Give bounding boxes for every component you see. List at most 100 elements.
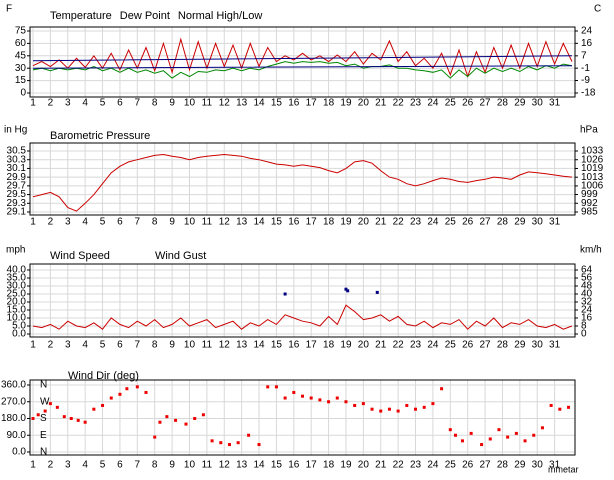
data-point: [396, 409, 400, 413]
data-point: [165, 415, 169, 419]
x-tick-label: 11: [202, 460, 213, 471]
y-tick-label: 20.0: [7, 297, 27, 308]
x-tick-label: 6: [117, 217, 123, 228]
data-point: [69, 417, 73, 420]
x-tick-label: 24: [427, 460, 439, 471]
y2-tick-label: -9: [581, 75, 590, 86]
y-tick-label: 360.0: [1, 380, 26, 391]
data-point: [480, 443, 484, 447]
x-tick-label: 21: [375, 217, 387, 228]
series-line: [32, 55, 573, 69]
x-tick-label: 31: [549, 217, 561, 228]
y-tick-label: 270.0: [1, 396, 26, 407]
x-tick-label: 31: [549, 98, 561, 109]
data-point: [101, 403, 105, 407]
data-point: [497, 428, 501, 432]
data-point: [549, 403, 553, 407]
y-tick-label: 10.0: [7, 313, 27, 324]
x-tick-label: 8: [152, 217, 158, 228]
data-point: [135, 385, 139, 389]
x-tick-label: 23: [410, 98, 422, 109]
x-tick-label: 15: [271, 340, 283, 351]
y2-tick-label: 64: [581, 265, 593, 276]
data-point: [344, 287, 348, 291]
x-tick-label: 13: [236, 217, 248, 228]
y2-tick-label: 1033: [581, 146, 604, 157]
y-tick-label: 0.0: [12, 329, 26, 340]
x-tick-label: 13: [236, 340, 248, 351]
x-tick-label: 30: [532, 460, 544, 471]
data-point: [236, 441, 240, 445]
x-tick-label: 17: [306, 98, 318, 109]
y2-axis-unit: hPa: [580, 125, 598, 136]
data-point: [488, 437, 492, 441]
x-tick-label: 25: [445, 340, 457, 351]
y-tick-label: 60: [15, 38, 27, 49]
legend-entry: Dew Point: [120, 10, 170, 22]
y2-tick-label: 16: [581, 38, 593, 49]
x-tick-label: 3: [65, 98, 71, 109]
x-tick-label: 16: [288, 98, 300, 109]
compass-label: N: [40, 380, 47, 391]
x-tick-label: 14: [253, 98, 265, 109]
y2-tick-label: 32: [581, 297, 593, 308]
x-tick-label: 5: [100, 340, 106, 351]
x-tick-label: 27: [480, 460, 492, 471]
y2-tick-label: 1006: [581, 181, 604, 192]
x-tick-label: 24: [427, 340, 439, 351]
data-point: [440, 387, 444, 391]
data-point: [454, 433, 458, 437]
data-point: [346, 289, 350, 293]
y-axis-unit: in Hg: [4, 125, 27, 136]
data-point: [309, 396, 313, 400]
x-tick-label: 26: [462, 340, 474, 351]
x-tick-label: 26: [462, 217, 474, 228]
x-tick-label: 8: [152, 460, 158, 471]
y-tick-label: 90.0: [7, 430, 27, 441]
x-tick-label: 3: [65, 217, 71, 228]
data-point: [292, 390, 296, 394]
x-tick-label: 30: [532, 340, 544, 351]
data-point: [125, 387, 129, 391]
x-tick-label: 25: [445, 460, 457, 471]
data-point: [532, 433, 536, 437]
data-point: [353, 403, 357, 407]
x-tick-label: 20: [358, 460, 370, 471]
x-tick-label: 15: [271, 460, 283, 471]
x-tick-label: 7: [135, 98, 141, 109]
x-tick-label: 11: [202, 217, 213, 228]
x-tick-label: 19: [340, 340, 352, 351]
x-tick-label: 17: [306, 340, 318, 351]
x-tick-label: 13: [236, 98, 248, 109]
data-point: [422, 405, 426, 409]
x-tick-label: 5: [100, 217, 106, 228]
series-line: [32, 61, 573, 79]
y-axis-unit: F: [6, 4, 12, 15]
y-tick-label: 29.7: [7, 180, 27, 191]
plot-frame: [29, 142, 576, 216]
y-tick-label: 29.9: [7, 172, 27, 183]
data-point: [174, 418, 178, 422]
x-tick-label: 18: [323, 340, 335, 351]
x-tick-label: 24: [427, 98, 439, 109]
y-tick-label: 35.0: [7, 273, 27, 284]
x-tick-label: 12: [219, 217, 231, 228]
data-point: [210, 439, 214, 443]
x-tick-label: 22: [393, 460, 405, 471]
x-tick-label: 6: [117, 460, 123, 471]
x-tick-label: 29: [514, 340, 526, 351]
x-tick-label: 5: [100, 98, 106, 109]
x-tick-label: 21: [375, 98, 387, 109]
data-point: [55, 405, 59, 409]
x-tick-label: 2: [48, 340, 54, 351]
y-tick-label: 29.5: [7, 189, 27, 200]
data-point: [469, 431, 473, 435]
y-tick-label: 15.0: [7, 305, 27, 316]
x-tick-label: 2: [48, 460, 54, 471]
y2-tick-label: 24: [581, 305, 593, 316]
x-tick-label: 8: [152, 98, 158, 109]
data-point: [201, 413, 205, 417]
data-point: [567, 405, 571, 409]
y-tick-label: 75: [15, 26, 27, 37]
plot-frame: [29, 26, 576, 98]
